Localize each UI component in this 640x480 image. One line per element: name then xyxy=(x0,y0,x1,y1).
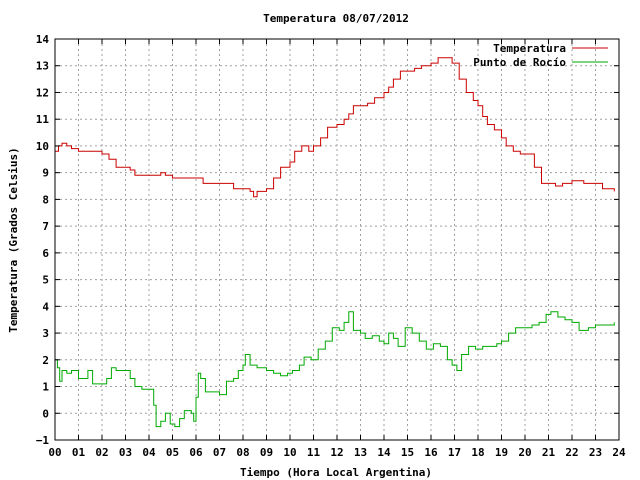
x-tick-label: 06 xyxy=(189,446,203,459)
series-line-temperatura xyxy=(55,57,615,198)
x-tick-label: 22 xyxy=(565,446,578,459)
x-tick-label: 10 xyxy=(283,446,296,459)
y-tick-label: 6 xyxy=(42,247,49,260)
x-tick-label: 16 xyxy=(424,446,438,459)
y-tick-label: 10 xyxy=(36,140,49,153)
y-tick-label: 0 xyxy=(42,407,49,420)
x-tick-label: 01 xyxy=(72,446,86,459)
x-tick-label: 07 xyxy=(213,446,226,459)
x-tick-label: 20 xyxy=(518,446,531,459)
series-layer xyxy=(55,57,615,428)
y-axis-label: Temperatura (Grados Celsius) xyxy=(7,147,20,332)
x-tick-label: 04 xyxy=(142,446,156,459)
y-tick-label: 11 xyxy=(36,113,50,126)
y-tick-label: 7 xyxy=(42,220,49,233)
x-tick-label: 03 xyxy=(119,446,132,459)
y-tick-label: 2 xyxy=(42,354,49,367)
x-tick-label: 21 xyxy=(542,446,556,459)
y-tick-label: 3 xyxy=(42,327,49,340)
x-tick-label: 00 xyxy=(48,446,61,459)
y-tick-label: 9 xyxy=(42,167,49,180)
legend-label-temperatura: Temperatura xyxy=(493,42,566,55)
y-tick-label: 13 xyxy=(36,60,49,73)
x-tick-label: 09 xyxy=(260,446,273,459)
chart-title: Temperatura 08/07/2012 xyxy=(263,12,409,25)
x-tick-label: 05 xyxy=(166,446,179,459)
x-tick-label: 12 xyxy=(330,446,343,459)
x-tick-label: 17 xyxy=(448,446,461,459)
legend-label-punto-de-rocio: Punto de Rocío xyxy=(473,56,566,69)
series-line-punto-de-rocio xyxy=(55,311,615,428)
x-axis-label: Tiempo (Hora Local Argentina) xyxy=(240,466,432,479)
y-tick-label: −1 xyxy=(36,434,50,447)
y-tick-label: 1 xyxy=(42,381,49,394)
x-tick-label: 15 xyxy=(401,446,414,459)
x-tick-label: 02 xyxy=(95,446,108,459)
x-tick-label: 18 xyxy=(471,446,484,459)
y-tick-label: 4 xyxy=(42,300,49,313)
x-tick-label: 24 xyxy=(612,446,626,459)
grid-layer xyxy=(55,39,619,440)
x-tick-label: 23 xyxy=(589,446,602,459)
y-tick-label: 5 xyxy=(42,274,49,287)
x-tick-label: 13 xyxy=(354,446,367,459)
y-tick-label: 12 xyxy=(36,86,49,99)
y-tick-label: 14 xyxy=(36,33,50,46)
x-tick-label: 14 xyxy=(377,446,391,459)
y-tick-label: 8 xyxy=(42,193,49,206)
legend: Temperatura Punto de Rocío xyxy=(473,42,608,69)
x-tick-label: 08 xyxy=(236,446,249,459)
x-tick-label: 11 xyxy=(307,446,321,459)
x-tick-label: 19 xyxy=(495,446,508,459)
